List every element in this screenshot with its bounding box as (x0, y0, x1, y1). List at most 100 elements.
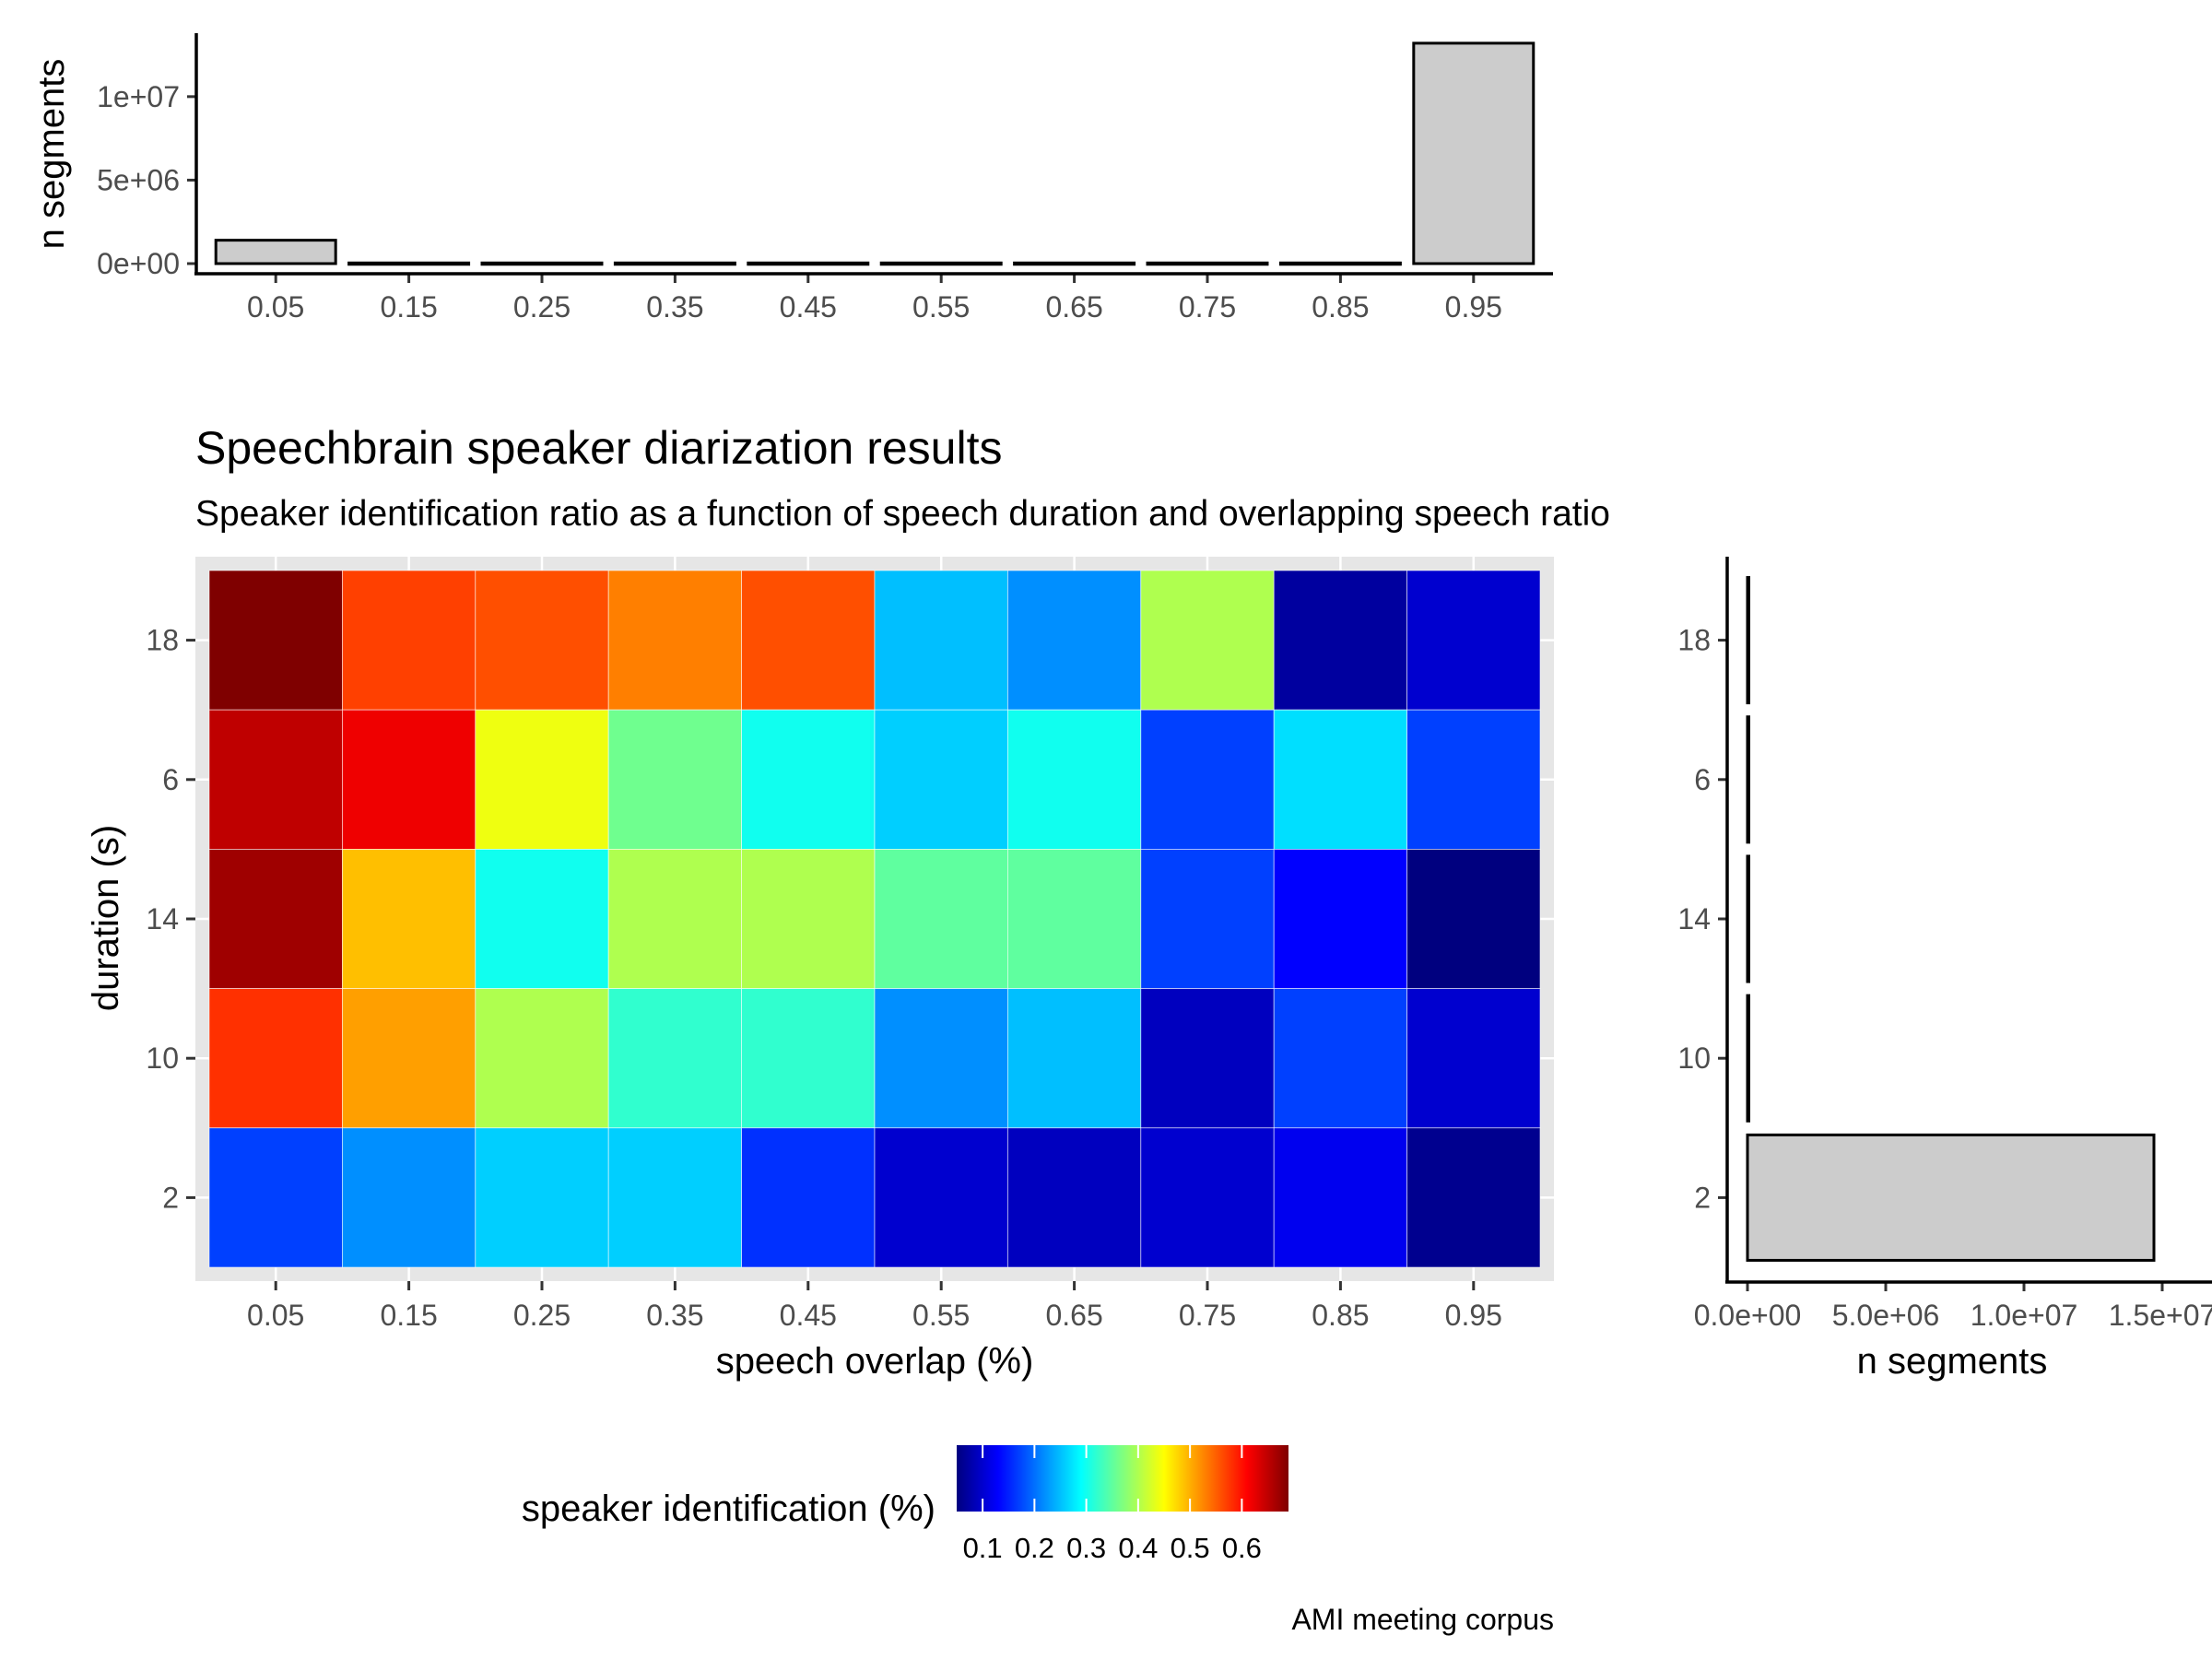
top-histogram-y-axis-title: n segments (31, 59, 72, 250)
heatmap-x-tick-label: 0.85 (1312, 1299, 1369, 1332)
chart-subtitle: Speaker identification ratio as a functi… (195, 494, 1610, 534)
right-histogram-x-axis-title: n segments (1857, 1341, 2048, 1382)
top-x-tick-label: 0.85 (1312, 290, 1369, 324)
legend-title: speaker identification (%) (522, 1488, 935, 1529)
right-histogram-bar-18 (1746, 576, 1750, 705)
heatmap-cells (208, 570, 1541, 1268)
heatmap-y-tick-label: 14 (146, 902, 179, 935)
legend-tick-label: 0.1 (963, 1532, 1003, 1564)
heatmap-cell-2-0.05 (208, 1127, 343, 1268)
legend-colorbar (957, 1445, 1288, 1512)
heatmap-y-tick-label: 6 (162, 763, 179, 796)
heatmap-cell-10-0.35 (607, 988, 743, 1129)
heatmap-cell-10-0.45 (741, 988, 876, 1129)
top-histogram-y-ticks: 0e+00 5e+06 1e+07 (97, 80, 196, 280)
top-histogram-bar-0.65 (1013, 261, 1136, 266)
heatmap-x-tick-label: 0.35 (646, 1299, 703, 1332)
right-y-tick-label: 2 (1694, 1181, 1711, 1214)
top-histogram-bar-0.35 (613, 261, 736, 266)
top-x-tick-label: 0.95 (1445, 290, 1502, 324)
heatmap-cell-10-0.85 (1273, 988, 1407, 1129)
top-histogram-bar-0.25 (480, 261, 604, 266)
heatmap-cell-18-0.05 (208, 570, 343, 711)
heatmap-cell-14-0.65 (1007, 849, 1142, 990)
heatmap-cell-6-0.65 (1007, 709, 1142, 850)
heatmap-y-tick-label: 2 (162, 1181, 179, 1214)
top-x-tick-label: 0.25 (513, 290, 571, 324)
top-histogram-bar-0.45 (747, 261, 870, 266)
heatmap-cell-18-0.35 (607, 570, 743, 711)
heatmap-y-tick-label: 18 (146, 624, 179, 657)
legend-tick-label: 0.4 (1118, 1532, 1158, 1564)
right-histogram: 18 6 14 10 2 0.0e+00 5.0e+06 1.0e+07 1.5e+07 n … (1677, 557, 2212, 1382)
color-legend: speaker identification (%) 0.1 0.2 0.3 0.4 0… (522, 1445, 1288, 1564)
heatmap-cell-10-0.95 (1406, 988, 1541, 1129)
heatmap-y-tick-label: 10 (146, 1041, 179, 1075)
heatmap-cell-14-0.85 (1273, 849, 1407, 990)
right-histogram-x-ticks: 0.0e+00 5.0e+06 1.0e+07 1.5e+07 (1694, 1282, 2212, 1332)
top-y-tick-label: 5e+06 (97, 163, 180, 196)
heatmap-cell-6-0.75 (1140, 709, 1275, 850)
heatmap-x-tick-label: 0.15 (380, 1299, 437, 1332)
heatmap-cell-18-0.85 (1273, 570, 1407, 711)
right-histogram-bars (1746, 576, 2156, 1262)
heatmap-cell-10-0.75 (1140, 988, 1275, 1129)
legend-tick-label: 0.6 (1222, 1532, 1262, 1564)
heatmap-chart: Speechbrain speaker diarization results … (86, 422, 1610, 1382)
heatmap-cell-6-0.35 (607, 709, 743, 850)
top-y-tick-label: 0e+00 (97, 247, 180, 280)
heatmap-cell-14-0.55 (874, 849, 1008, 990)
heatmap-y-axis-title: duration (s) (86, 825, 126, 1011)
heatmap-x-ticks: 0.05 0.15 0.25 0.35 0.45 0.55 0.65 0.75 0.85 0.95 (247, 1281, 1502, 1332)
heatmap-cell-2-0.95 (1406, 1127, 1541, 1268)
top-x-tick-label: 0.35 (646, 290, 703, 324)
heatmap-cell-14-0.05 (208, 849, 343, 990)
heatmap-cell-18-0.55 (874, 570, 1008, 711)
heatmap-cell-10-0.65 (1007, 988, 1142, 1129)
heatmap-x-tick-label: 0.55 (912, 1299, 970, 1332)
top-histogram-x-ticks: 0.05 0.15 0.25 0.35 0.45 0.55 0.65 0.75 0.85 0.95 (247, 274, 1502, 324)
heatmap-cell-18-0.25 (475, 570, 609, 711)
right-histogram-bar-10 (1746, 994, 1750, 1123)
heatmap-cell-2-0.55 (874, 1127, 1008, 1268)
legend-tick-label: 0.2 (1015, 1532, 1054, 1564)
heatmap-x-axis-title: speech overlap (%) (716, 1341, 1034, 1382)
heatmap-x-tick-label: 0.75 (1179, 1299, 1236, 1332)
heatmap-cell-10-0.05 (208, 988, 343, 1129)
heatmap-cell-18-0.15 (341, 570, 477, 711)
heatmap-cell-2-0.25 (475, 1127, 609, 1268)
right-histogram-bar-2 (1746, 1133, 2156, 1262)
top-histogram-bar-0.95 (1412, 41, 1535, 265)
heatmap-cell-10-0.15 (341, 988, 477, 1129)
heatmap-x-tick-label: 0.65 (1045, 1299, 1102, 1332)
top-y-tick-label: 1e+07 (97, 80, 180, 113)
legend-tick-label: 0.5 (1171, 1532, 1210, 1564)
heatmap-cell-14-0.45 (741, 849, 876, 990)
heatmap-cell-6-0.05 (208, 709, 343, 850)
top-x-tick-label: 0.15 (380, 290, 437, 324)
heatmap-cell-14-0.25 (475, 849, 609, 990)
top-x-tick-label: 0.55 (912, 290, 970, 324)
top-x-tick-label: 0.65 (1045, 290, 1102, 324)
heatmap-cell-10-0.55 (874, 988, 1008, 1129)
heatmap-x-tick-label: 0.25 (513, 1299, 571, 1332)
chart-title: Speechbrain speaker diarization results (195, 422, 1003, 474)
right-x-tick-label: 1.5e+07 (2109, 1299, 2212, 1332)
heatmap-y-ticks: 18 6 14 10 2 (146, 624, 195, 1214)
heatmap-cell-2-0.45 (741, 1127, 876, 1268)
top-x-tick-label: 0.75 (1179, 290, 1236, 324)
heatmap-cell-6-0.25 (475, 709, 609, 850)
right-histogram-bar-14 (1746, 854, 1750, 983)
heatmap-cell-18-0.45 (741, 570, 876, 711)
top-histogram-bar-0.75 (1146, 261, 1269, 266)
top-histogram-bar-0.05 (214, 239, 337, 265)
heatmap-cell-6-0.15 (341, 709, 477, 850)
heatmap-cell-14-0.15 (341, 849, 477, 990)
heatmap-cell-6-0.95 (1406, 709, 1541, 850)
heatmap-cell-18-0.75 (1140, 570, 1275, 711)
heatmap-cell-14-0.95 (1406, 849, 1541, 990)
heatmap-cell-18-0.65 (1007, 570, 1142, 711)
legend-ticks: 0.1 0.2 0.3 0.4 0.5 0.6 (963, 1445, 1262, 1564)
right-y-tick-label: 18 (1677, 624, 1711, 657)
